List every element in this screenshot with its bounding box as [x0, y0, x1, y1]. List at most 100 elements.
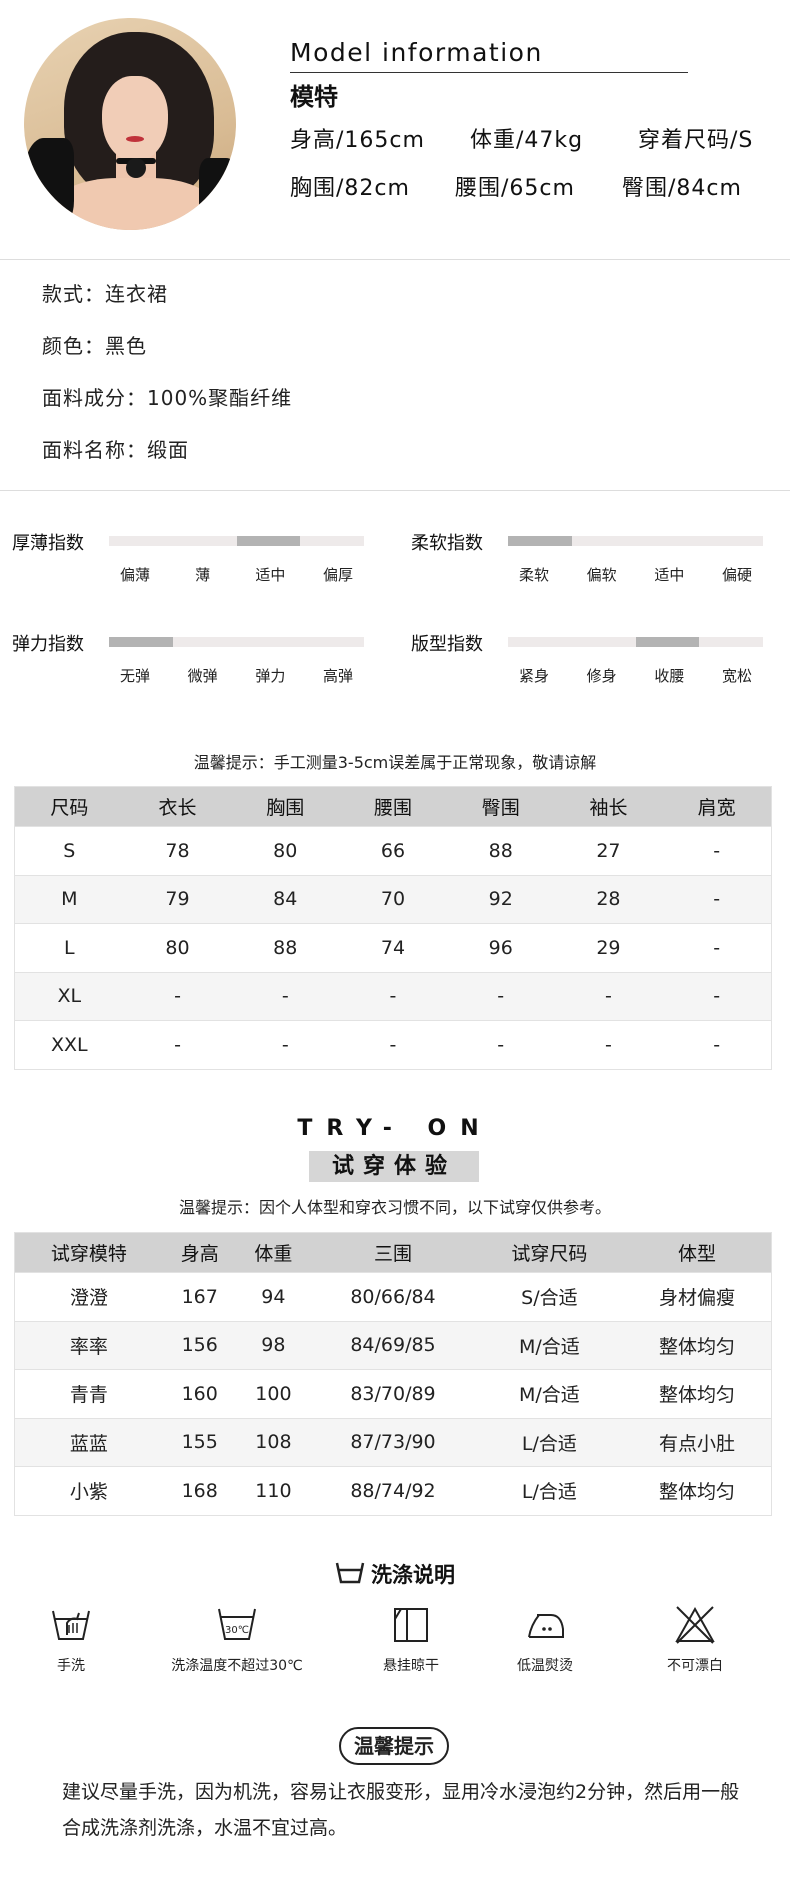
index-tick: 薄 — [195, 566, 211, 584]
divider — [0, 259, 790, 260]
index-bar-fill — [109, 637, 173, 647]
wash-item: 30℃ 洗涤温度不超过30℃ — [152, 1605, 322, 1675]
column-header: 体型 — [623, 1232, 772, 1273]
size-table: 尺码 衣长 胸围 腰围 臀围 袖长 肩宽 S 78 80 66 88 27- M 79 84 70 92 28- L 8… — [14, 786, 772, 1070]
table-cell: 28 — [554, 874, 663, 924]
column-header: 袖长 — [554, 786, 663, 827]
table-row: XL - - - - - - — [14, 971, 772, 1021]
table-row: S 78 80 66 88 27- — [14, 826, 772, 875]
basin-icon — [335, 1562, 365, 1584]
table-row: M 79 84 70 92 28- — [14, 874, 772, 924]
model-weight: 体重/47kg — [470, 128, 584, 153]
model-height: 身高/165cm — [290, 128, 425, 153]
column-header: 臀围 — [446, 786, 555, 827]
column-header: 胸围 — [231, 786, 340, 827]
table-cell: 身材偏瘦 — [623, 1272, 772, 1321]
table-cell: 74 — [339, 923, 447, 972]
table-row: XXL - - - - - - — [14, 1020, 772, 1069]
index-tick: 宽松 — [721, 667, 752, 685]
table-cell: - — [231, 1020, 340, 1069]
table-cell: - — [554, 971, 663, 1021]
index-tick: 适中 — [255, 566, 286, 584]
table-row: L 80 88 74 96 29- — [14, 923, 772, 972]
table-cell: M/合适 — [475, 1369, 624, 1418]
column-header: 身高 — [162, 1232, 237, 1273]
table-row: 率率 156 98 84/69/85 M/合适 整体均匀 — [14, 1320, 772, 1370]
table-cell: 83/70/89 — [310, 1369, 476, 1418]
index-label: 厚薄指数 — [12, 533, 84, 554]
tryon-note: 温馨提示：因个人体型和穿衣习惯不同，以下试穿仅供参考。 — [178, 1198, 611, 1217]
table-cell: 80 — [231, 826, 340, 875]
table-cell: - — [662, 874, 772, 924]
wash-title-text: 洗涤说明 — [371, 1563, 455, 1587]
hang-dry-icon — [394, 1608, 428, 1642]
table-cell: 78 — [123, 826, 232, 875]
index-tick: 修身 — [586, 667, 617, 685]
table-cell: 167 — [162, 1272, 237, 1321]
svg-text:30℃: 30℃ — [225, 1625, 249, 1636]
table-cell: 88 — [231, 923, 340, 972]
model-hip: 臀围/84cm — [622, 176, 742, 201]
wash-label: 手洗 — [57, 1658, 85, 1674]
tryon-table: 试穿模特 身高 体重 三围 试穿尺码 体型 澄澄 167 94 80/66/84 S/合适 身材偏瘦率… — [14, 1232, 772, 1516]
table-cell: 88/74/92 — [310, 1466, 476, 1515]
wash-30c-icon: 30℃ — [218, 1608, 256, 1640]
index-tick: 偏厚 — [322, 566, 353, 584]
table-cell: 156 — [162, 1320, 237, 1370]
attr-color: 颜色：黑色 — [42, 334, 147, 358]
table-cell: - — [554, 1020, 663, 1069]
tips-title: 温馨提示 — [339, 1727, 449, 1765]
index-tick: 紧身 — [518, 667, 549, 685]
wash-item: 悬挂晾干 — [326, 1605, 496, 1675]
table-cell: 有点小肚 — [623, 1417, 772, 1467]
hand-wash-icon — [52, 1610, 90, 1640]
index-tick: 微弹 — [187, 667, 218, 685]
table-cell: 108 — [236, 1417, 311, 1467]
table-cell: L/合适 — [475, 1417, 624, 1467]
index-label: 柔软指数 — [411, 533, 483, 554]
column-header: 衣长 — [123, 786, 232, 827]
column-header: 腰围 — [339, 786, 447, 827]
table-cell: 168 — [162, 1466, 237, 1515]
table-row: 小紫 168 110 88/74/92 L/合适 整体均匀 — [14, 1466, 772, 1515]
column-header: 试穿模特 — [14, 1232, 163, 1273]
table-cell: 整体均匀 — [623, 1466, 772, 1515]
model-waist: 腰围/65cm — [455, 176, 575, 201]
table-cell: 70 — [339, 874, 447, 924]
table-cell: 160 — [162, 1369, 237, 1418]
table-cell: - — [339, 971, 447, 1021]
title-underline — [290, 72, 688, 73]
wash-item: 低温熨烫 — [460, 1605, 630, 1675]
table-cell: - — [339, 1020, 447, 1069]
column-header: 尺码 — [14, 786, 124, 827]
index-tick: 收腰 — [654, 667, 685, 685]
table-cell: M — [14, 874, 124, 924]
attr-fabric-name: 面料名称：缎面 — [42, 438, 189, 462]
index-label: 版型指数 — [411, 634, 483, 655]
attr-fabric: 面料成分：100%聚酯纤维 — [42, 386, 293, 410]
table-cell: S/合适 — [475, 1272, 624, 1321]
table-cell: M/合适 — [475, 1320, 624, 1370]
table-row: 澄澄 167 94 80/66/84 S/合适 身材偏瘦 — [14, 1272, 772, 1321]
table-cell: 66 — [339, 826, 447, 875]
table-cell: - — [123, 1020, 232, 1069]
table-cell: XXL — [14, 1020, 124, 1069]
table-cell: - — [662, 971, 772, 1021]
table-cell: 98 — [236, 1320, 311, 1370]
table-cell: - — [662, 826, 772, 875]
table-cell: 79 — [123, 874, 232, 924]
index-bar — [109, 637, 364, 647]
column-header: 肩宽 — [662, 786, 772, 827]
wash-item: 手洗 — [0, 1605, 156, 1675]
index-bar — [508, 637, 763, 647]
index-bar-fill — [236, 536, 301, 546]
model-info-title: Model information — [290, 38, 543, 67]
index-bar — [508, 536, 763, 546]
table-header-row: 尺码 衣长 胸围 腰围 臀围 袖长 肩宽 — [14, 786, 772, 827]
model-info-subtitle: 模特 — [290, 83, 338, 111]
table-cell: 率率 — [14, 1320, 163, 1370]
no-bleach-icon — [675, 1606, 715, 1644]
index-tick: 偏硬 — [721, 566, 752, 584]
wash-item: 不可漂白 — [610, 1605, 780, 1675]
wash-label: 洗涤温度不超过30℃ — [171, 1658, 303, 1674]
